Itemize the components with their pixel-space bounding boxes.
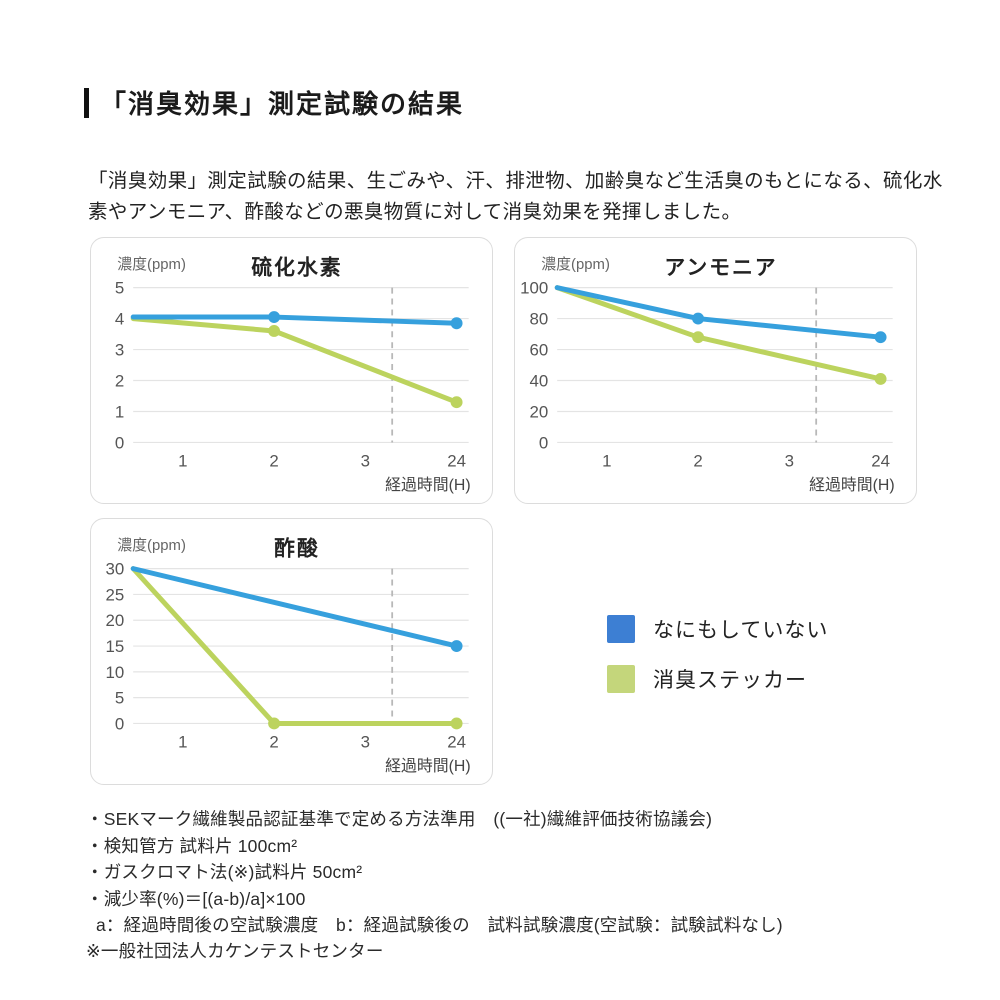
page-title: 「消臭効果」測定試験の結果 [100, 89, 465, 119]
svg-text:濃度(ppm): 濃度(ppm) [117, 256, 186, 273]
svg-text:濃度(ppm): 濃度(ppm) [541, 256, 610, 273]
legend-label: なにもしていない [653, 619, 829, 642]
footnote-line: a：経過時間後の空試験濃度 b：経過試験後の 試料試験濃度(空試験：試験試料なし… [96, 915, 783, 935]
svg-text:100: 100 [520, 279, 548, 298]
svg-text:3: 3 [361, 451, 370, 470]
svg-text:15: 15 [105, 637, 124, 656]
svg-text:5: 5 [115, 279, 124, 298]
svg-text:アンモニア: アンモニア [664, 257, 777, 280]
footnote-line: ・SEKマーク繊維製品認証基準で定める方法準用 ((一社)繊維評価技術協議会) [86, 809, 713, 829]
svg-text:4: 4 [115, 310, 124, 329]
svg-text:2: 2 [115, 371, 124, 390]
intro-text: 「消臭効果」測定試験の結果、生ごみや、汗、排泄物、加齢臭など生活臭のもとになる、… [88, 169, 943, 223]
svg-text:経過時間(H): 経過時間(H) [809, 476, 895, 494]
svg-text:20: 20 [105, 611, 124, 630]
acetic-acid-line-chart: 0 5 10 15 20 25 30 1 2 3 24 経過時間(H) 濃度(ppm) 酢酸 [105, 537, 471, 775]
chart-legend: なにもしていない 消臭ステッカー [607, 615, 828, 715]
svg-text:硫化水素: 硫化水素 [251, 256, 342, 280]
footnotes: ・SEKマーク繊維製品認証基準で定める方法準用 ((一社)繊維評価技術協議会) … [86, 806, 783, 939]
svg-text:3: 3 [361, 732, 370, 751]
title-accent-bar [84, 87, 89, 118]
footnote-line: ・減少率(%)＝[(a-b)/a]×100 [86, 888, 306, 909]
page-header: 「消臭効果」測定試験の結果 [84, 84, 464, 121]
footnote-line: ・検知管方 試料片 100cm² [86, 835, 298, 856]
svg-text:2: 2 [269, 451, 278, 470]
chart-panel-hydrogen-sulfide: 0 1 2 3 4 5 1 2 3 24 経過時間(H) 濃度(ppm) 硫化水素 [90, 237, 493, 504]
legend-swatch-green [607, 665, 635, 693]
svg-text:5: 5 [115, 689, 124, 708]
legend-item-deodorizing-sticker: 消臭ステッカー [607, 665, 828, 693]
svg-text:24: 24 [871, 451, 890, 470]
svg-text:30: 30 [105, 560, 124, 579]
svg-text:0: 0 [115, 714, 124, 733]
svg-text:濃度(ppm): 濃度(ppm) [117, 537, 186, 554]
svg-text:1: 1 [602, 451, 611, 470]
hydrogen-sulfide-line-chart: 0 1 2 3 4 5 1 2 3 24 経過時間(H) 濃度(ppm) 硫化水素 [115, 256, 471, 494]
svg-text:80: 80 [529, 310, 548, 329]
svg-text:60: 60 [529, 341, 548, 360]
legend-item-untreated: なにもしていない [607, 615, 828, 643]
svg-text:3: 3 [115, 341, 124, 360]
svg-text:1: 1 [178, 732, 187, 751]
svg-text:24: 24 [447, 732, 466, 751]
svg-text:経過時間(H): 経過時間(H) [385, 757, 471, 775]
legend-swatch-blue [607, 615, 635, 643]
svg-text:0: 0 [539, 433, 548, 452]
svg-text:20: 20 [529, 402, 548, 421]
svg-text:酢酸: 酢酸 [274, 537, 320, 561]
svg-text:2: 2 [693, 451, 702, 470]
footnote-line: ・ガスクロマト法(※)試料片 50cm² [86, 862, 363, 882]
svg-text:経過時間(H): 経過時間(H) [385, 476, 471, 494]
svg-text:3: 3 [785, 451, 794, 470]
svg-text:1: 1 [115, 402, 124, 421]
svg-text:0: 0 [115, 433, 124, 452]
source-note: ※一般社団法人カケンテストセンター [86, 941, 384, 961]
chart-panel-ammonia: 0 20 40 60 80 100 1 2 3 24 経過時間(H) 濃度(ppm) アンモニア [514, 237, 917, 504]
svg-text:24: 24 [447, 451, 466, 470]
svg-text:2: 2 [269, 732, 278, 751]
legend-label: 消臭ステッカー [653, 669, 807, 692]
svg-text:1: 1 [178, 451, 187, 470]
chart-panel-acetic-acid: 0 5 10 15 20 25 30 1 2 3 24 経過時間(H) 濃度(ppm) 酢酸 [90, 518, 493, 785]
svg-text:40: 40 [529, 371, 548, 390]
svg-text:10: 10 [105, 663, 124, 682]
svg-text:25: 25 [105, 585, 124, 604]
ammonia-line-chart: 0 20 40 60 80 100 1 2 3 24 経過時間(H) 濃度(ppm) アンモニア [520, 256, 895, 494]
